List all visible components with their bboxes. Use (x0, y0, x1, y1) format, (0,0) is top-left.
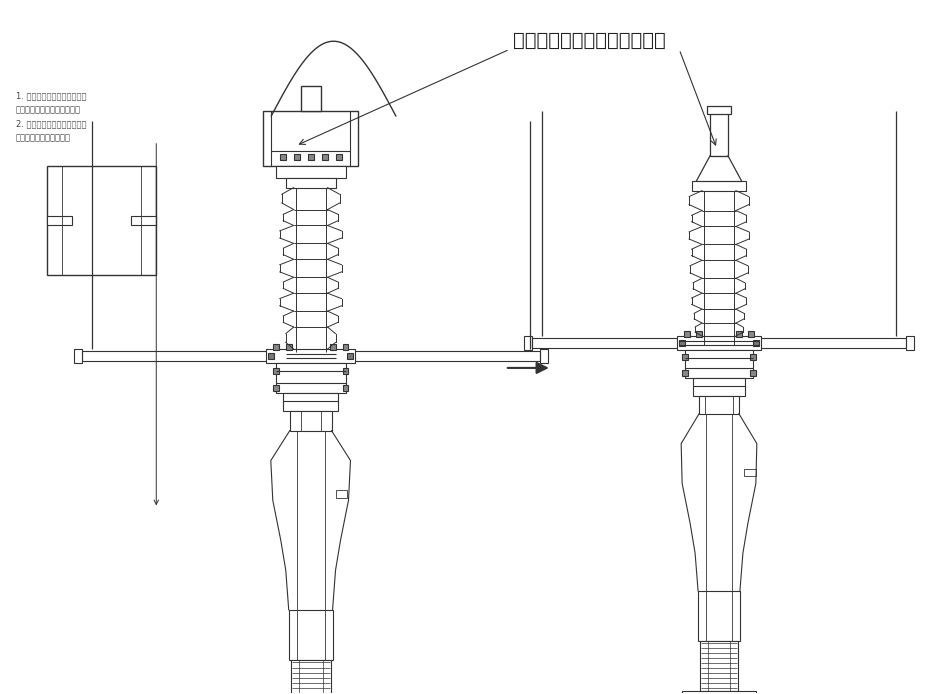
Bar (294, 154, 299, 160)
Bar (700, 641, 738, 691)
Bar (273, 385, 279, 391)
Bar (696, 331, 702, 337)
Bar (754, 340, 759, 346)
Bar (343, 344, 348, 350)
Bar (685, 350, 753, 378)
Bar (132, 216, 156, 226)
Bar (47, 166, 156, 276)
Bar (744, 468, 756, 477)
Bar (279, 154, 286, 160)
Bar (291, 660, 330, 694)
Bar (73, 349, 82, 363)
Bar (906, 336, 914, 350)
Bar (301, 86, 321, 111)
Bar (707, 106, 731, 114)
Text: 拆除屏蔽罩、上部金具等部件: 拆除屏蔽罩、上部金具等部件 (513, 31, 666, 50)
Bar (329, 344, 336, 350)
Bar (289, 610, 332, 660)
Bar (748, 331, 754, 337)
Bar (47, 216, 72, 226)
Text: 2. 拆卸后应放置在干燥清洁的: 2. 拆卸后应放置在干燥清洁的 (16, 119, 87, 128)
Bar (681, 691, 757, 694)
Text: 塑料袋内，且避光保存。: 塑料袋内，且避光保存。 (16, 133, 71, 142)
Bar (750, 370, 756, 376)
Bar (750, 354, 756, 360)
Bar (682, 354, 688, 360)
Bar (273, 344, 279, 350)
Bar (710, 111, 728, 155)
Bar (682, 370, 688, 376)
Text: 包其上的半导电纸不受损伤。: 包其上的半导电纸不受损伤。 (16, 105, 81, 114)
Bar (684, 331, 690, 337)
Bar (540, 349, 548, 363)
Bar (290, 411, 331, 431)
Bar (308, 154, 313, 160)
Bar (276, 363, 345, 393)
Bar (694, 378, 745, 396)
Bar (343, 385, 348, 391)
Bar (273, 368, 279, 374)
Bar (343, 368, 348, 374)
Bar (286, 344, 292, 350)
Bar (286, 178, 336, 187)
Bar (263, 111, 358, 166)
Bar (678, 340, 685, 346)
Bar (524, 336, 533, 350)
Bar (736, 331, 742, 337)
Bar (322, 154, 327, 160)
Bar (692, 180, 746, 191)
Bar (677, 336, 761, 350)
Bar (347, 353, 354, 359)
Bar (276, 166, 345, 178)
Bar (336, 154, 342, 160)
Text: 1. 拆卸此部件时，必须保证绕: 1. 拆卸此部件时，必须保证绕 (16, 91, 87, 100)
Bar (698, 591, 740, 641)
Bar (268, 353, 274, 359)
Bar (336, 491, 347, 498)
Bar (283, 393, 338, 411)
Bar (699, 396, 739, 414)
Bar (265, 349, 356, 363)
